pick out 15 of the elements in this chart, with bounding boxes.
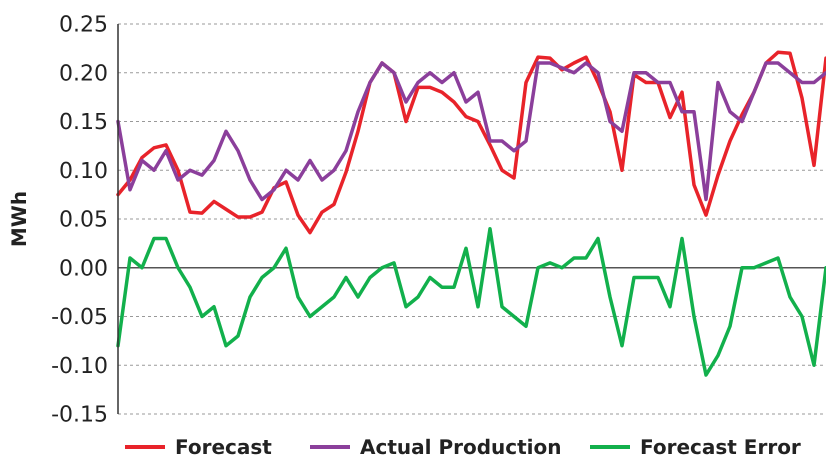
y-tick-label: -0.15 [51, 402, 108, 428]
y-tick-label: 0.05 [59, 208, 108, 233]
y-tick-label: 0.20 [59, 61, 108, 86]
legend-label: Actual Production [360, 435, 562, 459]
line-series [116, 61, 826, 202]
y-tick-label: -0.10 [51, 354, 108, 379]
legend-label: Forecast [175, 435, 272, 459]
y-tick-label: 0.10 [59, 158, 108, 184]
line-series [116, 227, 826, 377]
y-axis-title: MWh [7, 190, 31, 248]
y-tick-label: 0.15 [59, 110, 108, 136]
y-tick-label: -0.05 [51, 305, 108, 330]
legend-label: Forecast Error [640, 435, 801, 459]
y-tick-label: 0.25 [59, 12, 108, 38]
y-tick-label: 0.00 [59, 256, 108, 282]
